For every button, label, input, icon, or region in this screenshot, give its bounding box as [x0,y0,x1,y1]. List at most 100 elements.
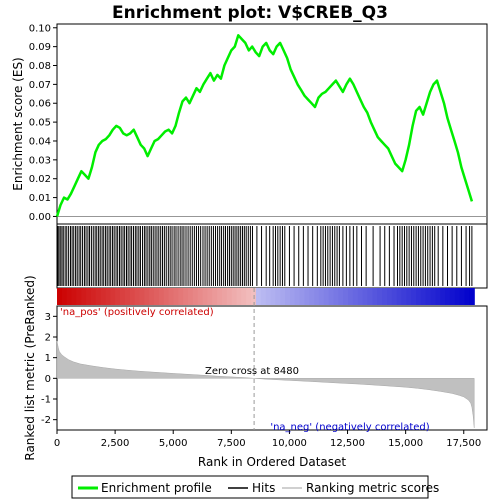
rank-color-segment [382,288,388,305]
rank-color-segment [386,288,393,305]
rank-color-segment [202,288,208,305]
rank-color-segment [449,288,456,305]
rank-color-segment [314,288,320,305]
es-y-axis-label: Enrichment score (ES) [11,57,25,190]
rank-color-segment [246,288,252,305]
rank-color-segment [420,288,427,305]
chart-title: Enrichment plot: V$CREB_Q3 [112,3,388,23]
rank-color-segment [396,288,403,305]
zero-cross-label: Zero cross at 8480 [205,366,299,377]
rank-color-segment [71,288,78,305]
rank-color-segment [95,288,102,305]
rank-color-segment [338,288,344,305]
rank-color-segment [183,288,189,305]
rank-color-segment [401,288,407,305]
rank-color-segment [129,288,136,305]
rank-color-segment [435,288,441,305]
es-y-tick-label: 0.06 [29,99,51,110]
enrichment-profile-line [55,34,474,217]
rank-color-segment [144,288,150,305]
rank-color-segment [275,288,281,305]
x-tick-label: 10,000 [272,438,307,449]
rank-color-segment [187,288,194,305]
rank-color-segment [149,288,155,305]
legend: Enrichment profile Hits Ranking metric s… [71,475,439,499]
rank-color-segment [285,288,291,305]
x-tick-label: 12,500 [330,438,365,449]
enrichment-layer: 0.00 0.01 0.02 0.03 0.04 0.05 0.06 0.07 0.08 0.09… [29,23,487,223]
es-y-tick-label: 0.02 [29,174,51,185]
rank-color-segment [61,288,68,305]
ranked-y-tick-label: 2 [45,333,51,344]
rank-color-segment [66,288,73,305]
rank-color-segment [163,288,170,305]
rank-color-segment [406,288,412,305]
rank-color-segment [372,288,378,305]
rank-color-segment [120,288,126,305]
rank-color-segment [57,288,63,305]
rank-color-segment [440,288,446,305]
rank-color-segment [416,288,422,305]
rank-color-segment [333,288,339,305]
pos-correlated-label: 'na_pos' (positively correlated) [60,307,214,318]
rank-color-segment [445,288,451,305]
rank-color-segment [139,288,145,305]
rank-color-segment [207,288,213,305]
rank-color-segment [348,288,354,305]
rank-color-segment [86,288,92,305]
rank-color-segment [115,288,121,305]
rank-color-segment [197,288,204,305]
rank-color-segment [352,288,359,305]
rank-color-segment [391,288,398,305]
neg-correlated-label: 'na_neg' (negatively correlated) [270,422,429,433]
es-y-tick-label: 0.08 [29,61,51,72]
rank-color-segment [168,288,175,305]
rank-color-segment [158,288,165,305]
rank-color-segment [469,288,475,305]
x-tick-label: 2,500 [101,438,130,449]
rank-color-segment [304,288,310,305]
rank-color-segment [173,288,179,305]
rank-color-segment [217,288,223,305]
rank-color-segment [255,288,262,305]
rank-color-segment [226,288,233,305]
legend-label-ranking-metric: Ranking metric scores [306,481,439,495]
ranked-y-tick-label: 1 [45,353,51,364]
es-y-tick-label: 0.07 [29,80,51,91]
rank-color-segment [280,288,286,305]
rank-color-segment [241,288,247,305]
es-y-tick-label: 0.10 [29,23,51,34]
rank-color-segment [110,288,116,305]
rank-color-segment [192,288,199,305]
rank-color-segment [260,288,267,305]
rank-color-segment [464,288,470,305]
x-tick-label: 5,000 [159,438,188,449]
rank-color-segment [299,288,306,305]
rank-color-segment [343,288,349,305]
rank-color-segment [105,288,111,305]
ranking-metric-area [56,341,475,428]
rank-color-segment [154,288,160,305]
rank-color-segment [221,288,228,305]
rank-color-segment [178,288,184,305]
rank-color-segment [318,288,325,305]
x-tick-label: 17,500 [446,438,481,449]
hits-layer [57,226,473,286]
es-y-tick-label: 0.05 [29,118,51,129]
rank-color-segment [270,288,276,305]
rank-color-segment [411,288,417,305]
rank-color-segment [425,288,432,305]
es-y-tick-label: 0.01 [29,193,51,204]
rank-color-segment [362,288,369,305]
legend-label-enrichment-profile: Enrichment profile [101,481,212,495]
rank-color-segment [76,288,82,305]
ranked-y-tick-label: 3 [45,312,51,323]
es-y-tick-label: 0.03 [29,155,51,166]
rank-color-segment [377,288,383,305]
rank-color-segment [231,288,238,305]
rank-color-segment [454,288,461,305]
rank-color-segment [265,288,272,305]
x-tick-label: 0 [54,438,60,449]
rank-color-segment [459,288,466,305]
rank-color-segment [134,288,141,305]
